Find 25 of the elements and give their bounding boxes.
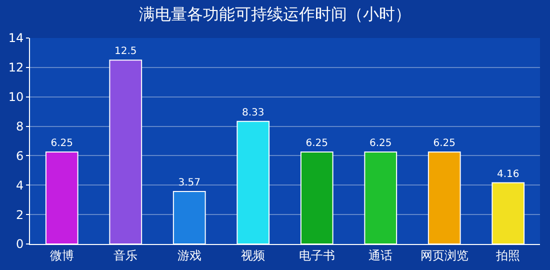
data-label: 4.16 xyxy=(496,168,520,180)
y-tick-label: 8 xyxy=(16,119,24,134)
data-label: 3.57 xyxy=(178,177,201,188)
x-tick-label: 网页浏览 xyxy=(420,248,468,262)
data-label: 6.25 xyxy=(433,138,456,150)
x-tick-label: 电子书 xyxy=(298,248,335,262)
y-tick-label: 10 xyxy=(8,90,24,104)
x-tick-label: 视频 xyxy=(241,248,266,262)
y-tick-label: 4 xyxy=(16,178,24,192)
data-label: 6.25 xyxy=(369,138,392,150)
x-tick-label: 微博 xyxy=(50,248,74,262)
y-tick-label: 12 xyxy=(8,60,24,75)
data-label: 6.25 xyxy=(50,138,74,150)
y-tick-label: 2 xyxy=(16,208,24,222)
x-tick-label: 拍照 xyxy=(495,248,520,262)
chart-title: 满电量各功能可持续运作时间（小时） xyxy=(139,4,411,24)
y-tick-label: 0 xyxy=(16,237,24,252)
x-tick-label: 游戏 xyxy=(177,248,202,262)
x-tick-label: 通话 xyxy=(368,248,393,262)
data-label: 12.5 xyxy=(114,46,137,58)
y-tick-label: 14 xyxy=(8,31,24,46)
x-tick-label: 音乐 xyxy=(114,248,138,262)
y-tick-label: 6 xyxy=(16,148,24,163)
data-label: 6.25 xyxy=(306,138,328,150)
data-label: 8.33 xyxy=(242,107,264,118)
